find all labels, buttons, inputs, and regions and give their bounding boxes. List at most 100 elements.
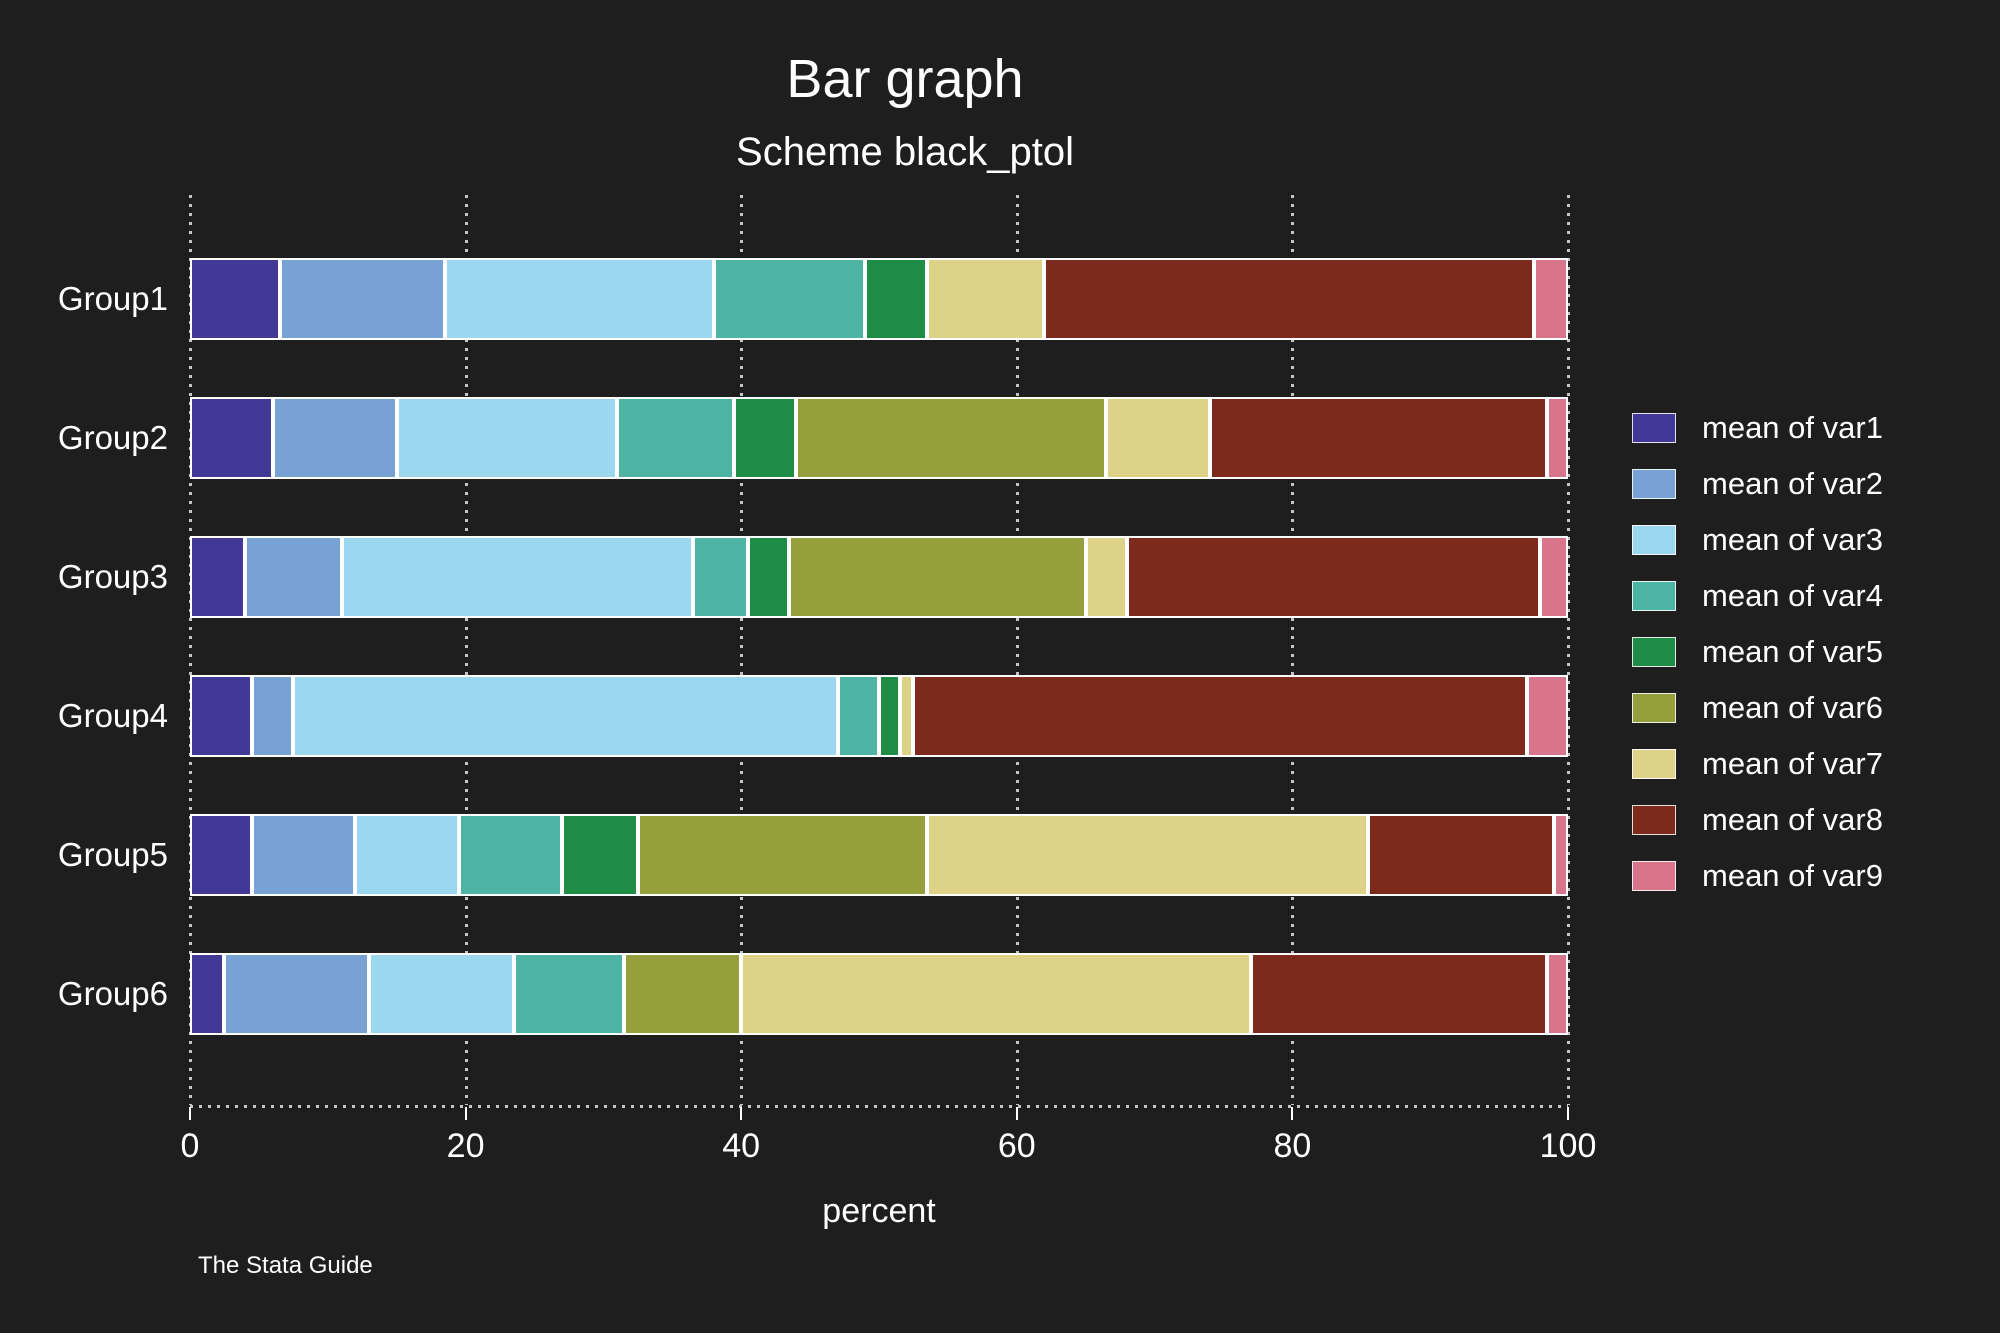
bar-segment: [1547, 397, 1568, 479]
legend-label: mean of var2: [1702, 466, 1883, 501]
bar-row: [190, 675, 1568, 757]
x-tick: [189, 1107, 191, 1120]
bar-segment: [713, 258, 866, 340]
bar-segment: [1540, 536, 1568, 618]
y-axis-label: Group5: [57, 836, 168, 873]
bar-segment: [245, 536, 342, 618]
y-axis-label: Group2: [57, 419, 168, 456]
bar-segment: [748, 536, 790, 618]
bar-segment: [1554, 814, 1568, 896]
y-axis-label: Group4: [57, 697, 168, 734]
legend-item: mean of var9: [1632, 848, 1883, 904]
bar-segment: [734, 397, 797, 479]
legend-item: mean of var4: [1632, 568, 1883, 624]
legend: mean of var1 mean of var2 mean of var3 mean…: [1632, 400, 1883, 904]
x-tick-label: 100: [1539, 1127, 1597, 1165]
bar-segment: [190, 675, 252, 757]
y-axis-label: Group3: [57, 558, 168, 595]
x-tick-label: 80: [1273, 1127, 1312, 1165]
bar-segment: [355, 814, 459, 896]
gridline: [1015, 195, 1019, 1105]
legend-label: mean of var8: [1702, 802, 1883, 837]
bar-segment: [1547, 953, 1568, 1035]
legend-label: mean of var7: [1702, 746, 1883, 781]
x-tick: [1291, 1107, 1294, 1120]
x-axis-line: [190, 1105, 1568, 1108]
x-axis-title: percent: [822, 1192, 936, 1230]
gridline: [464, 195, 468, 1105]
legend-item: mean of var3: [1632, 512, 1883, 568]
x-tick-label: 20: [446, 1127, 485, 1165]
chart-subtitle: Scheme black_ptol: [736, 130, 1074, 174]
bar-segment: [562, 814, 638, 896]
legend-item: mean of var5: [1632, 624, 1883, 680]
x-tick-label: 60: [997, 1127, 1036, 1165]
x-tick: [464, 1107, 467, 1120]
bar-row: [190, 814, 1568, 896]
caption: The Stata Guide: [198, 1252, 373, 1279]
gridline: [740, 195, 744, 1105]
bar-segment: [190, 258, 280, 340]
legend-swatch: [1632, 469, 1676, 499]
bar-segment: [1044, 258, 1534, 340]
legend-item: mean of var8: [1632, 792, 1883, 848]
bar-segment: [190, 953, 225, 1035]
bar-segment: [865, 258, 928, 340]
bar-segment: [252, 675, 294, 757]
bar-segment: [444, 258, 714, 340]
legend-swatch: [1632, 693, 1676, 723]
bar-segment: [1533, 258, 1568, 340]
gridline: [1567, 195, 1570, 1105]
bar-segment: [927, 814, 1369, 896]
bar-segment: [1085, 536, 1127, 618]
bar-segment: [513, 953, 625, 1035]
bar-segment: [190, 814, 252, 896]
legend-label: mean of var6: [1702, 690, 1883, 725]
legend-item: mean of var7: [1632, 736, 1883, 792]
bar-segment: [741, 953, 1252, 1035]
legend-item: mean of var2: [1632, 456, 1883, 512]
bar-segment: [692, 536, 749, 618]
x-tick: [1015, 1107, 1018, 1120]
legend-item: mean of var1: [1632, 400, 1883, 456]
bar-segment: [369, 953, 514, 1035]
bar-segment: [1251, 953, 1548, 1035]
plot-area: [189, 195, 1570, 1105]
bar-segment: [341, 536, 693, 618]
x-tick: [1567, 1107, 1569, 1120]
bar-segment: [837, 675, 879, 757]
legend-swatch: [1632, 637, 1676, 667]
bar-segment: [1209, 397, 1548, 479]
bar-segment: [190, 397, 273, 479]
bar-segment: [1106, 397, 1210, 479]
bar-segment: [796, 397, 1107, 479]
chart-title: Bar graph: [786, 49, 1024, 109]
bar-segment: [279, 258, 445, 340]
bar-segment: [458, 814, 563, 896]
legend-swatch: [1632, 525, 1676, 555]
bar-row: [190, 258, 1568, 340]
gridline: [189, 195, 192, 1105]
bar-segment: [293, 675, 838, 757]
bar-segment: [1526, 675, 1568, 757]
gridline: [1291, 195, 1295, 1105]
y-axis-label: Group6: [57, 975, 168, 1012]
bar-segment: [789, 536, 1086, 618]
bar-segment: [617, 397, 735, 479]
legend-label: mean of var4: [1702, 578, 1883, 613]
legend-item: mean of var6: [1632, 680, 1883, 736]
legend-label: mean of var9: [1702, 858, 1883, 893]
x-tick: [740, 1107, 743, 1120]
bar-segment: [224, 953, 370, 1035]
bar-segment: [913, 675, 1527, 757]
bar-segment: [927, 258, 1045, 340]
bar-segment: [272, 397, 397, 479]
legend-label: mean of var1: [1702, 410, 1883, 445]
legend-swatch: [1632, 861, 1676, 891]
bar-segment: [637, 814, 928, 896]
bar-segment: [1368, 814, 1555, 896]
bar-segment: [252, 814, 356, 896]
bar-row: [190, 953, 1568, 1035]
y-axis-label: Group1: [57, 280, 168, 317]
